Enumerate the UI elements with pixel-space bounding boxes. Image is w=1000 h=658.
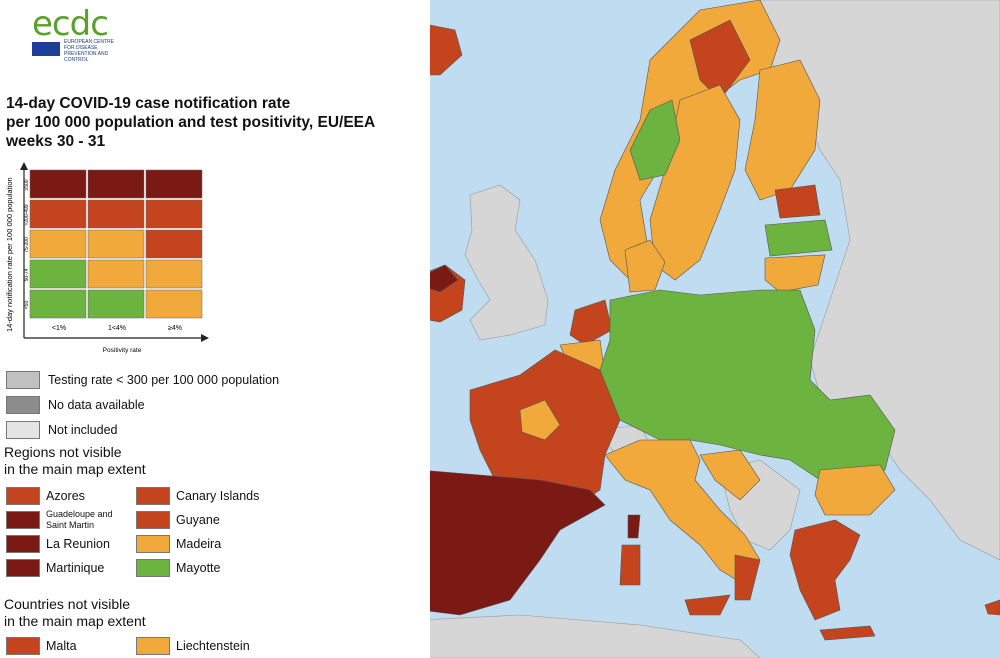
matrix-row-label: <50 (24, 301, 30, 310)
region-estonia (774, 184, 821, 219)
swatch-not-included (6, 421, 40, 439)
country-item-swatch (6, 637, 40, 655)
regions-heading: Regions not visible in the main map exte… (4, 444, 224, 478)
region-france-paris (519, 399, 561, 441)
title-line-1: 14-day COVID-19 case notification rate (6, 95, 291, 112)
matrix-cell (145, 169, 203, 199)
title-line-3: weeks 30 - 31 (6, 133, 106, 150)
region-denmark (624, 239, 666, 293)
matrix-row-label: 50-74 (24, 268, 30, 281)
matrix-cell (29, 169, 87, 199)
region-item-swatch (6, 511, 40, 529)
regions-heading-line-2: in the main map extent (4, 461, 146, 477)
title-line-2: per 100 000 population and test positivi… (6, 114, 376, 131)
region-item-swatch (6, 487, 40, 505)
countries-heading-line-2: in the main map extent (4, 613, 146, 629)
matrix-cell (87, 169, 145, 199)
land-uk (464, 184, 549, 341)
matrix-cell (145, 259, 203, 289)
region-crete (819, 625, 876, 641)
region-sardinia (619, 544, 641, 586)
matrix-cell (29, 259, 87, 289)
region-item-label: Azores (46, 489, 85, 503)
region-item-swatch (6, 559, 40, 577)
matrix-row-label: ≥500 (24, 179, 30, 190)
country-item-label: Liechtenstein (176, 639, 250, 653)
matrix-cell (145, 229, 203, 259)
matrix-cell (87, 199, 145, 229)
country-item-swatch (136, 637, 170, 655)
legend-panel (0, 0, 430, 658)
logo-text: ecdc (32, 4, 109, 44)
matrix-cell (87, 229, 145, 259)
region-item-label: Guadeloupe and Saint Martin (46, 509, 113, 530)
region-item-label: Guyane (176, 513, 220, 527)
land-africa (359, 614, 761, 658)
logo-subtitle: EUROPEAN CENTRE FOR DISEASE PREVENTION A… (64, 39, 115, 63)
matrix-col-label: ≥4% (168, 325, 182, 332)
region-corsica (627, 514, 641, 539)
region-sweden-green (629, 99, 681, 181)
region-item-swatch (136, 559, 170, 577)
regions-heading-line-1: Regions not visible (4, 444, 122, 460)
matrix-cell (145, 199, 203, 229)
region-netherlands (569, 299, 613, 346)
countries-heading: Countries not visible in the main map ex… (4, 596, 224, 630)
region-item-swatch (6, 535, 40, 553)
region-item-label: Madeira (176, 537, 222, 551)
region-lithuania (764, 254, 826, 293)
region-italy-red (734, 554, 761, 601)
matrix-cell (87, 259, 145, 289)
region-norway-north (689, 19, 751, 101)
region-croatia (699, 449, 761, 501)
label-not-included: Not included (48, 423, 118, 437)
region-greece (789, 519, 861, 621)
label-no-data: No data available (48, 398, 145, 412)
region-item-label: La Reunion (46, 537, 110, 551)
eu-flag-icon (32, 42, 60, 56)
matrix-cell (29, 229, 87, 259)
region-item-swatch (136, 511, 170, 529)
swatch-testing (6, 371, 40, 389)
matrix-cell (29, 289, 87, 319)
map-title: 14-day COVID-19 case notification rate p… (6, 94, 426, 151)
matrix-row-label: >200-499 (24, 204, 30, 225)
swatch-no-data (6, 396, 40, 414)
matrix-col-label: <1% (52, 325, 66, 332)
matrix-col-label: 1<4% (108, 325, 126, 332)
region-item-label: Canary Islands (176, 489, 260, 503)
countries-heading-line-1: Countries not visible (4, 596, 131, 612)
matrix-cell (145, 289, 203, 319)
region-item-label: Mayotte (176, 561, 221, 575)
matrix-y-arrow (20, 162, 28, 170)
matrix-x-label: Positivity rate (103, 347, 142, 354)
matrix-row-label: 75-200 (24, 237, 30, 253)
region-sicily (684, 594, 731, 616)
country-item-label: Malta (46, 639, 77, 653)
risk-matrix: 14-day notification rate per 100 000 pop… (5, 162, 209, 354)
matrix-y-label: 14-day notification rate per 100 000 pop… (5, 177, 14, 332)
region-latvia (764, 219, 833, 257)
region-bulgaria (814, 464, 896, 516)
region-sweden (649, 84, 741, 281)
region-item-swatch (136, 535, 170, 553)
matrix-cell (87, 289, 145, 319)
region-item-swatch (136, 487, 170, 505)
label-testing: Testing rate < 300 per 100 000 populatio… (48, 373, 280, 387)
region-cyprus (984, 599, 1000, 616)
region-item-label: Martinique (46, 561, 105, 575)
matrix-x-arrow (201, 334, 209, 342)
ecdc-logo: ecdc EUROPEAN CENTRE FOR DISEASE PREVENT… (6, 4, 126, 63)
matrix-cell (29, 199, 87, 229)
